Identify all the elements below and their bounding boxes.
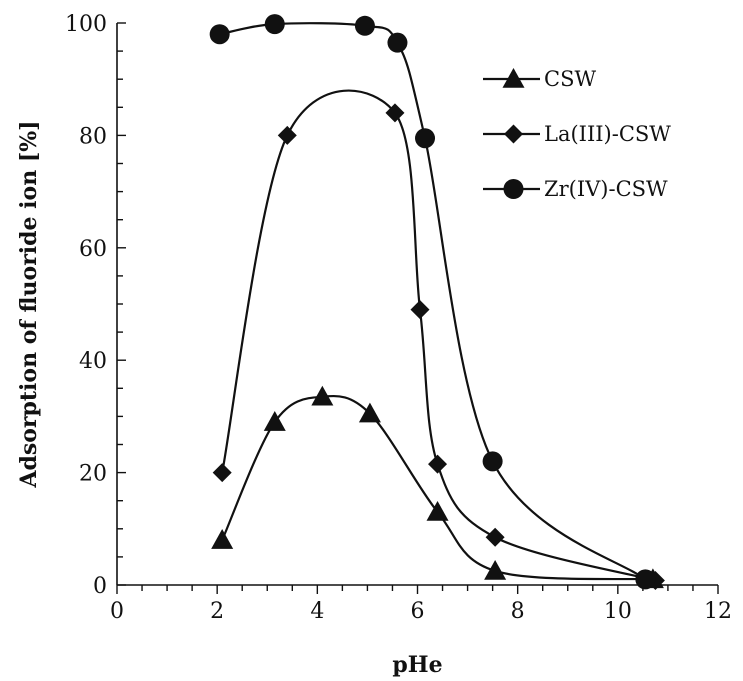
- data-point-csw: [263, 411, 286, 431]
- data-point-la-iii-csw: [212, 463, 232, 483]
- data-point-zr-iv-csw: [482, 451, 503, 472]
- y-tick-label: 20: [79, 462, 107, 487]
- y-tick-label: 80: [79, 124, 107, 149]
- data-point-la-iii-csw: [385, 103, 405, 123]
- data-point-csw: [426, 500, 449, 521]
- data-point-la-iii-csw: [428, 454, 448, 474]
- legend-marker-csw: [502, 68, 525, 88]
- series-markers: [209, 14, 665, 591]
- data-point-zr-iv-csw: [354, 15, 375, 36]
- y-tick-label: 100: [65, 12, 107, 37]
- data-point-csw: [211, 529, 234, 549]
- y-tick-label: 60: [79, 237, 107, 262]
- legend-marker-zr-iv-csw: [503, 179, 524, 199]
- x-tick-label: 10: [604, 599, 632, 624]
- data-point-csw: [484, 559, 507, 580]
- x-tick-label: 8: [511, 599, 525, 624]
- x-tick-label: 4: [310, 599, 324, 624]
- data-point-csw: [358, 402, 381, 423]
- x-tick-label: 6: [411, 599, 425, 624]
- y-tick-label: 40: [79, 349, 107, 374]
- data-point-la-iii-csw: [277, 125, 297, 145]
- data-point-zr-iv-csw: [209, 24, 230, 45]
- legend-label-zr-iv-csw: Zr(IV)-CSW: [544, 177, 668, 201]
- data-point-zr-iv-csw: [264, 14, 285, 35]
- data-point-csw: [311, 385, 334, 406]
- data-point-zr-iv-csw: [387, 32, 408, 53]
- data-point-la-iii-csw: [485, 527, 505, 547]
- data-point-zr-iv-csw: [635, 569, 656, 590]
- x-tick-label: 2: [210, 599, 224, 624]
- data-point-zr-iv-csw: [415, 128, 436, 149]
- y-axis-title: Adsorption of fluoride ion [%]: [16, 120, 42, 488]
- series-line-csw: [221, 394, 653, 581]
- x-tick-label: 12: [704, 599, 732, 624]
- legend-label-la-iii-csw: La(III)-CSW: [544, 122, 671, 146]
- axes: 0 2 4 6 8 10 12 0 20 40 60 80 100: [65, 12, 732, 624]
- y-tick-label: 0: [93, 574, 107, 599]
- x-axis-title: pHe: [392, 652, 442, 678]
- series-curves: [219, 22, 656, 582]
- x-tick-label: 0: [110, 599, 124, 624]
- data-point-la-iii-csw: [410, 300, 430, 320]
- legend-marker-la-iii-csw: [504, 124, 523, 144]
- series-line-zr-iv-csw: [219, 22, 647, 581]
- legend-label-csw: CSW: [544, 67, 596, 91]
- legend: CSW La(III)-CSW Zr(IV)-CSW: [483, 67, 671, 201]
